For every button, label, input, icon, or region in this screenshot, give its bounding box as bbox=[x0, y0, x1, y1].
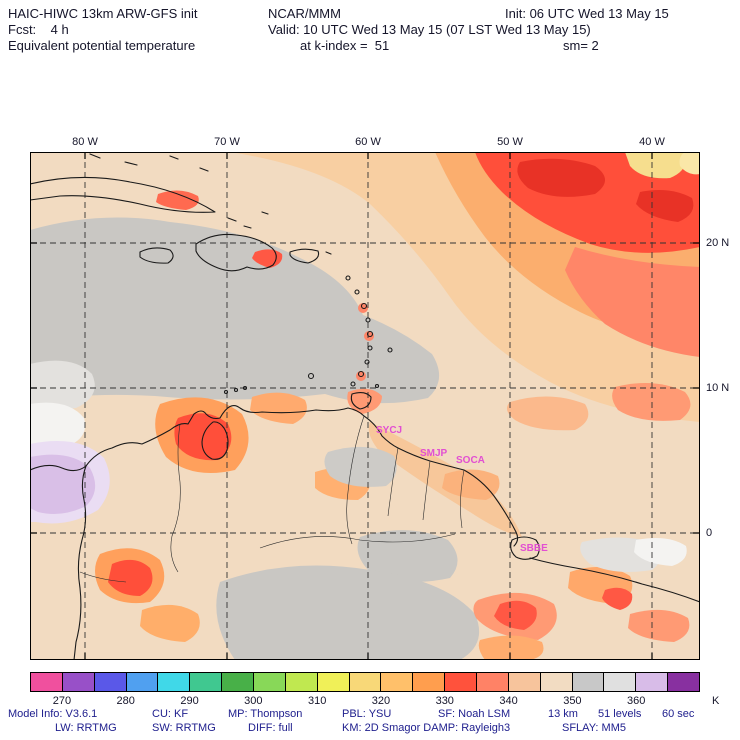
station-label: SOCA bbox=[456, 455, 485, 466]
colorbar-swatch bbox=[540, 673, 573, 691]
colorbar-swatch bbox=[413, 673, 446, 691]
footer-item: 51 levels bbox=[598, 708, 642, 720]
lon-tick-label: 80 W bbox=[72, 136, 98, 148]
colorbar-swatch bbox=[317, 673, 350, 691]
map-canvas bbox=[30, 152, 700, 660]
lat-tick-label: 10 N bbox=[706, 382, 730, 394]
footer-line2: LW: RRTMG SW: RRTMG DIFF: full KM: 2D Smago… bbox=[0, 722, 740, 736]
colorbar-tick-label: 310 bbox=[307, 695, 327, 707]
colorbar-tick-label: 330 bbox=[435, 695, 454, 707]
footer-item: DIFF: full bbox=[248, 722, 293, 734]
smoothing-label: sm= 2 bbox=[563, 38, 599, 53]
org-label: NCAR/MMM bbox=[268, 6, 341, 21]
colorbar-tick-label: 360 bbox=[627, 695, 646, 707]
colorbar-swatch bbox=[62, 673, 95, 691]
coastline-layer bbox=[30, 153, 700, 660]
colorbar-swatches bbox=[30, 672, 700, 692]
colorbar-swatch bbox=[254, 673, 286, 691]
footer-item: Model Info: V3.6.1 bbox=[8, 708, 98, 720]
map-frame-border bbox=[30, 152, 700, 660]
colorbar-tick-label: 340 bbox=[499, 695, 518, 707]
colorbar-swatch bbox=[190, 673, 223, 691]
colorbar-tick-label: 320 bbox=[371, 695, 391, 707]
footer-item: LW: RRTMG bbox=[55, 722, 117, 734]
colorbar-swatch bbox=[381, 673, 414, 691]
colorbar-swatch bbox=[508, 673, 541, 691]
footer-item: PBL: YSU bbox=[342, 708, 392, 720]
footer-line1: Model Info: V3.6.1 CU: KF MP: Thompson PBL:… bbox=[0, 708, 740, 722]
colorbar-swatch bbox=[349, 673, 382, 691]
lon-tick-label: 50 W bbox=[497, 136, 523, 148]
colorbar-tick-label: 300 bbox=[244, 695, 263, 707]
colorbar-swatch bbox=[285, 673, 318, 691]
colorbar-tick-label: 270 bbox=[52, 695, 72, 707]
colorbar-swatch bbox=[445, 673, 478, 691]
colorbar-tick-label: 350 bbox=[563, 695, 582, 707]
colorbar-swatch bbox=[572, 673, 605, 691]
field-title: Equivalent potential temperature bbox=[8, 38, 196, 53]
level-label: at k-index = 51 bbox=[300, 38, 390, 53]
footer-item: 13 km bbox=[548, 708, 578, 720]
colorbar-swatch bbox=[126, 673, 159, 691]
footer-item: MP: Thompson bbox=[228, 708, 303, 720]
colorbar-swatch bbox=[668, 673, 700, 691]
footer-item: 60 sec bbox=[662, 708, 695, 720]
valid-time-label: Valid: 10 UTC Wed 13 May 15 (07 LST Wed … bbox=[268, 22, 591, 37]
colorbar-tick-label: 290 bbox=[180, 695, 199, 707]
country-borders bbox=[79, 415, 465, 583]
lat-tick-label: 0 bbox=[706, 527, 713, 539]
colorbar-swatch bbox=[477, 673, 509, 691]
theta-e-map bbox=[30, 152, 700, 660]
forecast-hour-label: Fcst: 4 h bbox=[8, 22, 69, 37]
colorbar-swatch bbox=[31, 673, 63, 691]
colorbar-swatch bbox=[158, 673, 191, 691]
lon-tick-label: 40 W bbox=[639, 136, 665, 148]
colorbar-units-label: K bbox=[712, 695, 720, 707]
footer-item: CU: KF bbox=[152, 708, 189, 720]
model-run-title: HAIC-HIWC 13km ARW-GFS init bbox=[8, 6, 198, 21]
colorbar-swatch bbox=[222, 673, 255, 691]
footer-item: SF: Noah LSM bbox=[438, 708, 511, 720]
colorbar-swatch bbox=[636, 673, 669, 691]
lon-tick-label: 70 W bbox=[214, 136, 240, 148]
footer-item: SW: RRTMG bbox=[152, 722, 216, 734]
footer-item: KM: 2D Smagor DAMP: Rayleigh3 bbox=[342, 722, 511, 734]
init-time-label: Init: 06 UTC Wed 13 May 15 bbox=[505, 6, 669, 21]
lat-tick-label: 20 N bbox=[706, 237, 730, 249]
colorbar-tick-label: 280 bbox=[116, 695, 135, 707]
footer-item: SFLAY: MM5 bbox=[562, 722, 626, 734]
station-label: SMJP bbox=[420, 448, 448, 459]
lon-tick-label: 60 W bbox=[355, 136, 381, 148]
colorbar-swatch bbox=[94, 673, 127, 691]
contour-field-layer bbox=[30, 152, 700, 660]
station-label: SBBE bbox=[520, 543, 548, 554]
colorbar-swatch bbox=[604, 673, 637, 691]
station-label: SYCJ bbox=[376, 425, 403, 436]
